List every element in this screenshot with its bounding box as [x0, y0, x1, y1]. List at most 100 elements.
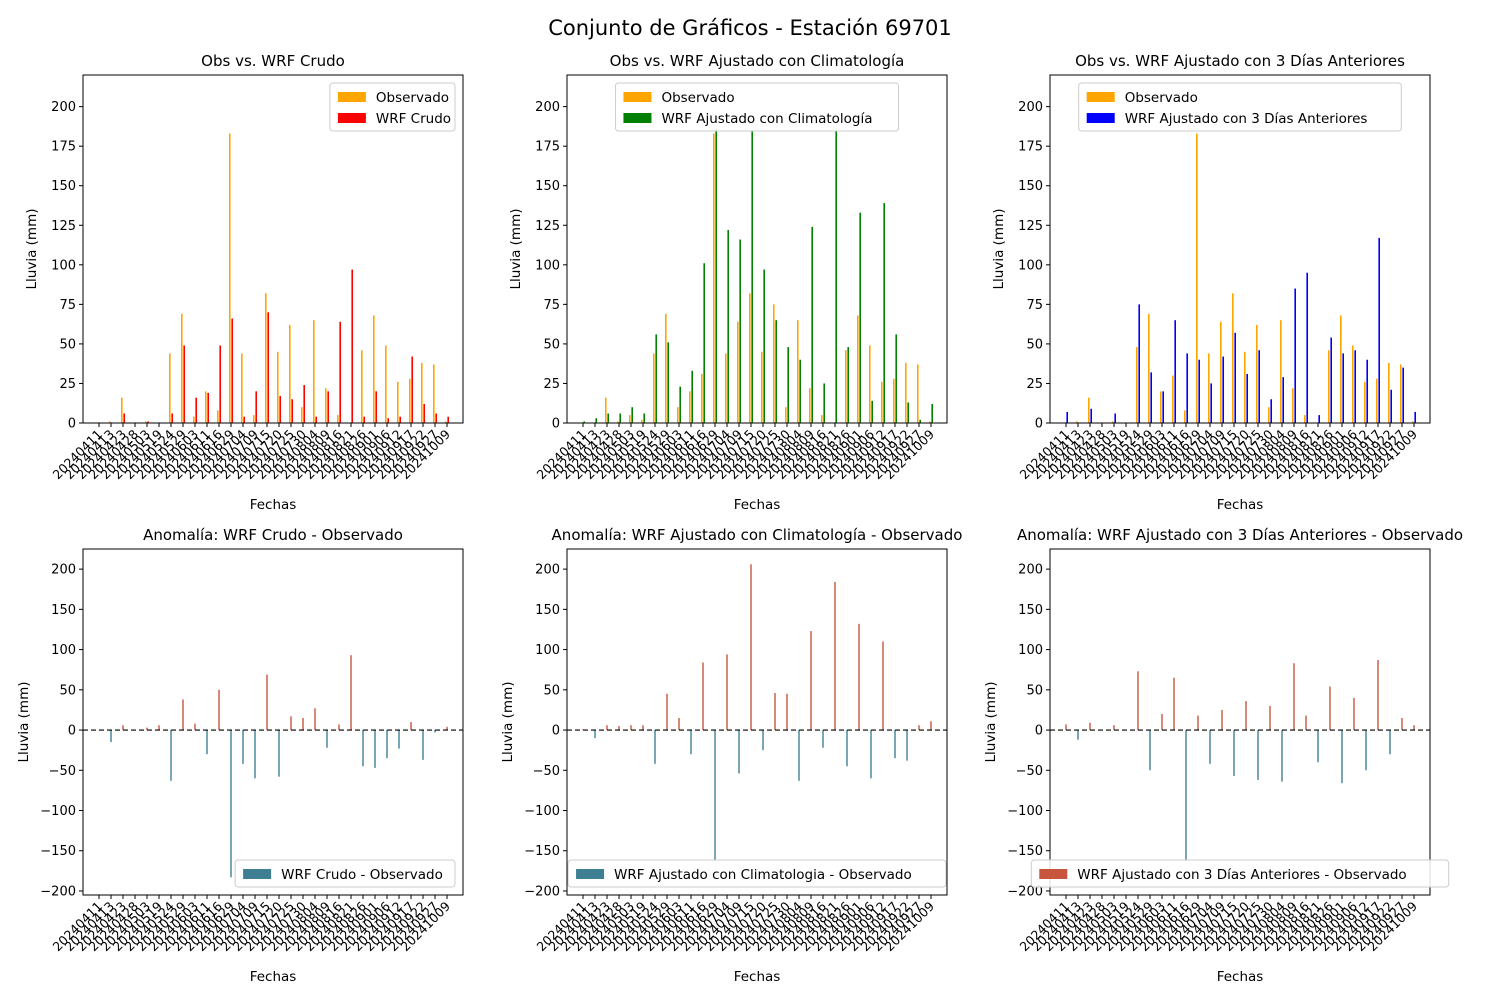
p2-bar — [701, 373, 703, 423]
p2-ytick-label: 0 — [552, 417, 560, 432]
p4-xlabel: Fechas — [250, 969, 297, 985]
p3-ytick-label: 25 — [1026, 377, 1043, 392]
p1-bar — [337, 415, 339, 423]
p2-bar — [907, 402, 909, 423]
p2-bar — [929, 421, 931, 423]
p5-legend: WRF Ajustado con Climatologia - Observad… — [567, 859, 947, 888]
p6-bar — [1413, 725, 1415, 731]
p6-bar — [1065, 724, 1067, 731]
p2-bar — [619, 413, 621, 423]
p1-xlabel: Fechas — [250, 497, 297, 513]
p5-xlabel: Fechas — [734, 969, 781, 985]
p2-bar — [763, 269, 765, 423]
p3-bar — [1402, 367, 1404, 423]
p3-bar — [1340, 315, 1342, 423]
p3-bar — [1066, 411, 1068, 423]
p1-bar — [205, 391, 207, 423]
p1-legend-swatch — [337, 92, 366, 102]
p2-bar — [749, 293, 751, 423]
p6-ytick-label: 0 — [1035, 724, 1043, 739]
p6-bar — [1329, 686, 1331, 731]
p3-ytick-label: 125 — [1018, 219, 1043, 234]
p1-bar — [445, 421, 447, 423]
p2-bar — [617, 421, 619, 423]
p6-ytick-label: −50 — [1016, 764, 1043, 779]
p2-bar — [605, 397, 607, 423]
p3-bar — [1328, 350, 1330, 423]
p3-bar — [1162, 391, 1164, 423]
p6-bar — [1089, 722, 1091, 731]
p2-bar — [787, 347, 789, 423]
p3-bar — [1258, 350, 1260, 423]
p6-bar — [1389, 730, 1391, 755]
p6-bar — [1233, 730, 1235, 776]
p2-bar — [641, 419, 643, 423]
p2-bar — [643, 413, 645, 423]
p4-axes-frame — [82, 548, 464, 896]
p3-bar — [1196, 133, 1198, 423]
p3-bar — [1160, 391, 1162, 423]
p3-bar — [1268, 407, 1270, 423]
p2-bar — [775, 320, 777, 423]
p3-bar — [1306, 272, 1308, 423]
p1-ytick-label: 125 — [51, 219, 76, 234]
p5-bar — [810, 631, 812, 731]
p5-ytick-label: 150 — [535, 603, 560, 618]
p6-legend-box — [1030, 859, 1450, 888]
p2-bar — [905, 362, 907, 423]
p5-bar — [918, 725, 920, 731]
p2-bar — [883, 203, 885, 423]
p3-bar — [1342, 353, 1344, 423]
p4-legend: WRF Crudo - Observado — [234, 859, 456, 888]
p2-bar — [665, 313, 667, 423]
p1-bar — [399, 416, 401, 423]
p6-bar — [1197, 715, 1199, 731]
p4-bar — [218, 689, 220, 731]
p3-bar — [1282, 377, 1284, 423]
p3-bar — [1400, 364, 1402, 423]
p1-ylabel: Lluvia (mm) — [24, 209, 40, 290]
p3-bar — [1366, 359, 1368, 423]
p1-bar — [219, 345, 221, 423]
p2-legend-swatch — [623, 113, 652, 123]
p4-legend-box — [234, 859, 456, 888]
p1-bar — [193, 416, 195, 423]
p3-bar — [1234, 332, 1236, 423]
p3-bar — [1354, 350, 1356, 423]
p5-axes-frame — [566, 548, 948, 896]
p3-bar — [1376, 378, 1378, 423]
p2-bar — [821, 415, 823, 423]
p5-bar — [930, 721, 932, 731]
p3-bar — [1150, 372, 1152, 423]
p4-bar — [266, 674, 268, 731]
p4-bar — [146, 727, 148, 731]
p4-bar — [338, 724, 340, 731]
p6-ytick-label: 150 — [1018, 603, 1043, 618]
p2-legend: Observado WRF Ajustado con Climatología — [614, 82, 900, 132]
p3-bar — [1388, 362, 1390, 423]
p5-legend-swatch — [576, 869, 605, 879]
p3-bar — [1330, 337, 1332, 423]
p3-bar — [1412, 421, 1414, 423]
p4-ytick-label: 150 — [51, 603, 76, 618]
p2-legend-box — [614, 82, 900, 132]
p5-bar — [702, 662, 704, 731]
p6-legend-label: WRF Ajustado con 3 Días Anteriores - Obs… — [1077, 867, 1406, 883]
p2-bar — [857, 315, 859, 423]
p5-bar — [690, 730, 692, 755]
p2-bar — [715, 128, 717, 423]
p3-bar — [1244, 351, 1246, 423]
p2-bar — [677, 407, 679, 423]
p3-ylabel: Lluvia (mm) — [991, 209, 1007, 290]
p4-ytick-label: −150 — [40, 844, 76, 859]
p6-bar — [1077, 730, 1079, 740]
p4-legend-label: WRF Crudo - Observado — [281, 867, 443, 883]
p6-ytick-label: 100 — [1018, 643, 1043, 658]
p4-bar — [422, 730, 424, 760]
p2-bar — [583, 421, 585, 423]
p4-ytick-label: 200 — [51, 563, 76, 578]
p3-bar — [1076, 421, 1078, 423]
p2-bar — [881, 381, 883, 423]
p4-bar — [170, 730, 172, 781]
